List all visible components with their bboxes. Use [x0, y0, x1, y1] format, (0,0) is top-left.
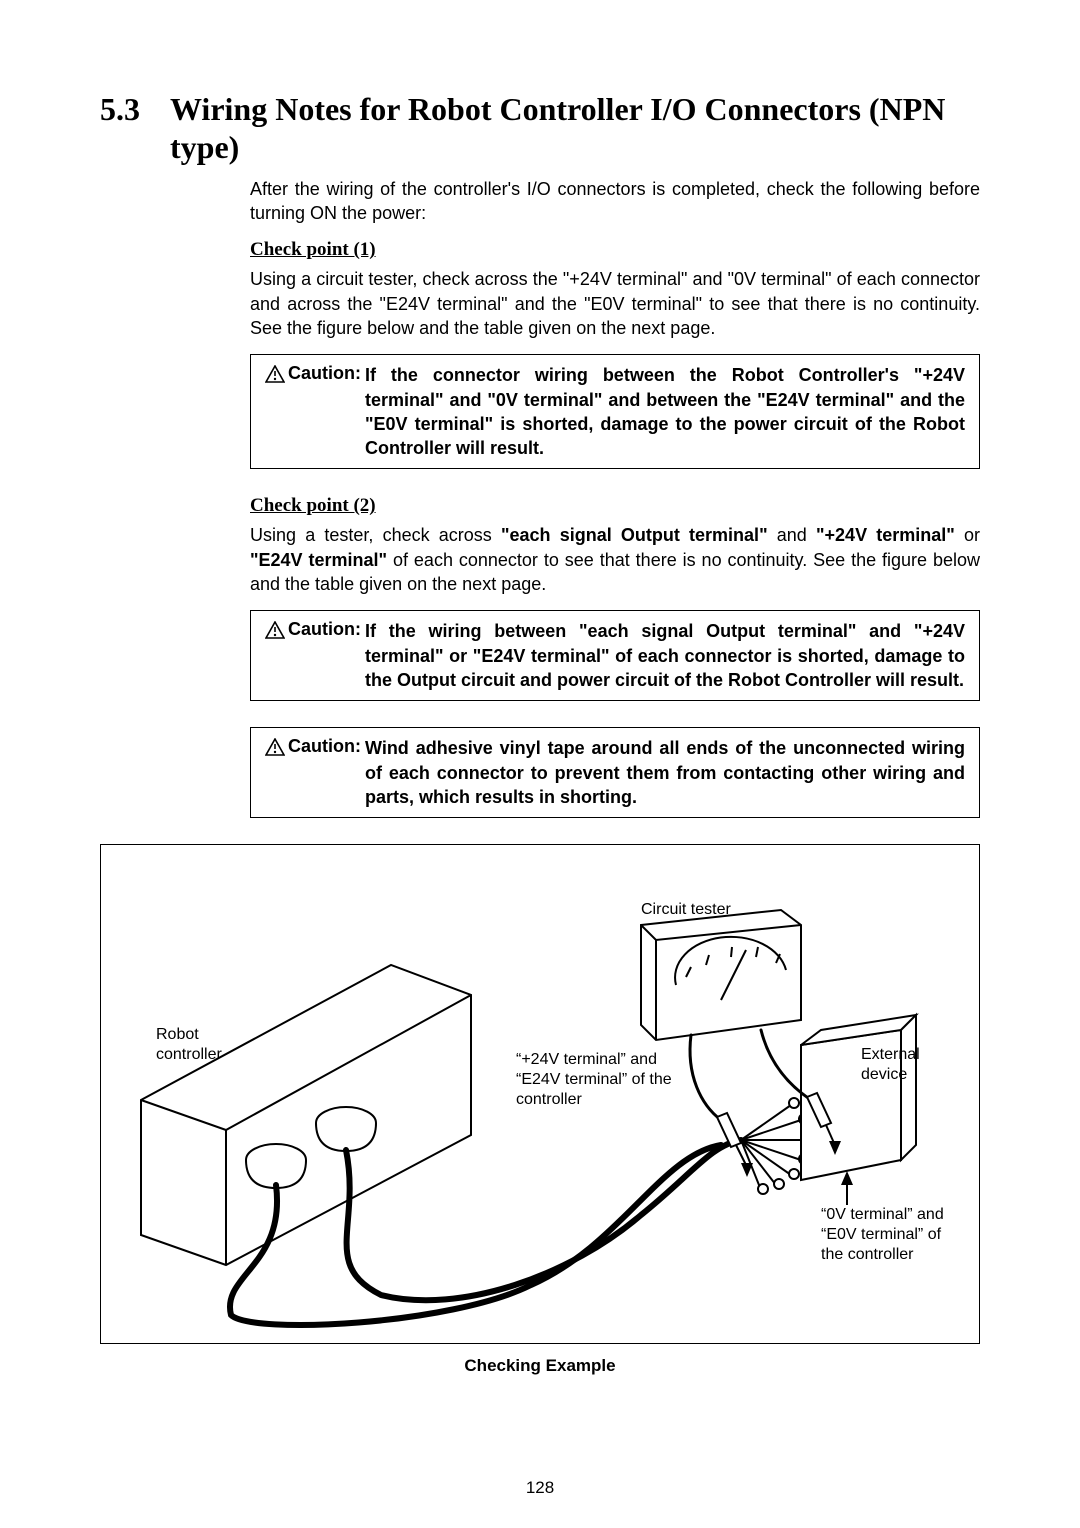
caution-2-label: Caution: [265, 619, 361, 640]
caution-label-text: Caution: [288, 736, 361, 757]
caution-box-2: Caution: If the wiring between "each sig… [250, 610, 980, 701]
figure-label-0v: “0V terminal” and “E0V terminal” of the … [821, 1205, 961, 1265]
caution-label-text: Caution: [288, 363, 361, 384]
figure-label-robot: Robot controller [156, 1025, 246, 1065]
cp2-m2: or [955, 525, 980, 545]
caution-box-1: Caution: If the connector wiring between… [250, 354, 980, 469]
section-number: 5.3 [100, 90, 140, 128]
figure-caption: Checking Example [100, 1356, 980, 1376]
figure-label-tester: Circuit tester [641, 900, 731, 920]
warning-triangle-icon [265, 365, 285, 383]
checking-example-figure: Circuit tester Robot controller “+24V te… [100, 844, 980, 1344]
caution-1-text: If the connector wiring between the Robo… [365, 363, 965, 460]
caution-label-text: Caution: [288, 619, 361, 640]
intro-paragraph: After the wiring of the controller's I/O… [250, 177, 980, 226]
cp2-b2: "+24V terminal" [816, 525, 955, 545]
content-block: After the wiring of the controller's I/O… [250, 177, 980, 818]
caution-2-text: If the wiring between "each signal Outpu… [365, 619, 965, 692]
section-heading: 5.3 Wiring Notes for Robot Controller I/… [100, 90, 980, 167]
warning-triangle-icon [265, 738, 285, 756]
caution-3-label: Caution: [265, 736, 361, 757]
caution-box-3: Caution: Wind adhesive vinyl tape around… [250, 727, 980, 818]
figure-label-external: External device [861, 1045, 941, 1085]
page-number: 128 [0, 1478, 1080, 1498]
figure-label-24v: “+24V terminal” and “E24V terminal” of t… [516, 1050, 696, 1110]
cp2-m1: and [768, 525, 816, 545]
caution-3-text: Wind adhesive vinyl tape around all ends… [365, 736, 965, 809]
cp2-b3: "E24V terminal" [250, 550, 387, 570]
checkpoint-2-label: Check point (2) [250, 495, 980, 517]
cp2-b1: "each signal Output terminal" [501, 525, 768, 545]
section-title: Wiring Notes for Robot Controller I/O Co… [170, 90, 980, 167]
checkpoint-2-body: Using a tester, check across "each signa… [250, 523, 980, 596]
checkpoint-1-label: Check point (1) [250, 239, 980, 261]
cp2-pre: Using a tester, check across [250, 525, 501, 545]
caution-1-label: Caution: [265, 363, 361, 384]
warning-triangle-icon [265, 621, 285, 639]
checkpoint-1-body: Using a circuit tester, check across the… [250, 267, 980, 340]
